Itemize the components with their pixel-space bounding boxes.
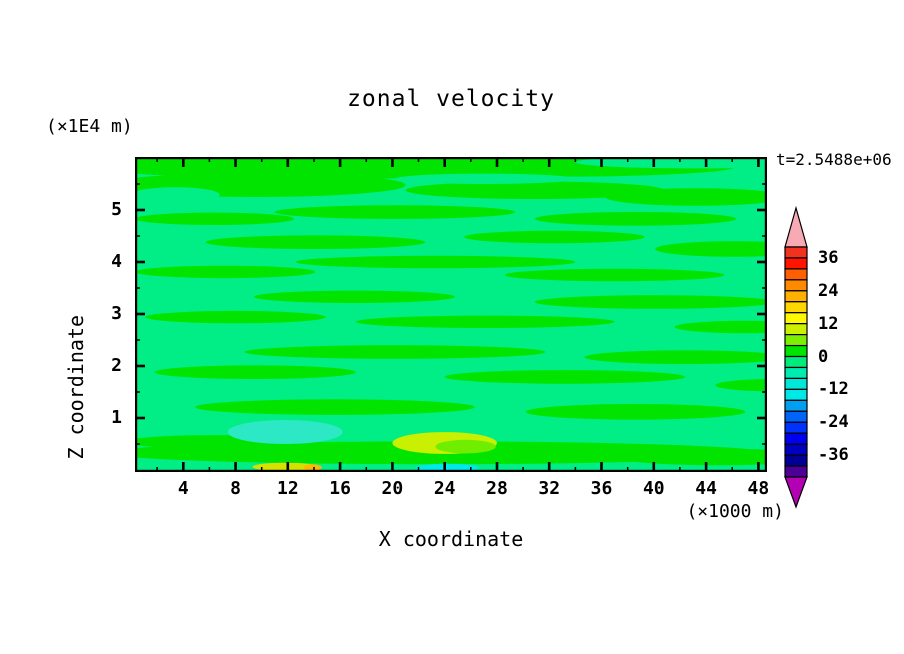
x-tick-label: 16 bbox=[329, 478, 351, 499]
colorbar-graphic bbox=[784, 205, 808, 509]
y-tick-label: 4 bbox=[111, 251, 122, 272]
colorbar-tick-label: 0 bbox=[818, 346, 829, 367]
y-tick-label: 5 bbox=[111, 199, 122, 220]
x-tick-label: 48 bbox=[747, 478, 770, 499]
x-axis-title: X coordinate bbox=[378, 527, 524, 551]
x-tick-label: 32 bbox=[538, 478, 561, 499]
y-tick-label: 3 bbox=[111, 303, 122, 324]
y-axis-unit: (×1E4 m) bbox=[46, 116, 133, 137]
x-tick-label: 4 bbox=[177, 478, 189, 499]
x-tick-label: 40 bbox=[642, 478, 665, 499]
contour-field bbox=[134, 156, 768, 473]
plot-title: zonal velocity bbox=[347, 86, 555, 112]
colorbar-tick-label: -12 bbox=[818, 379, 849, 400]
colorbar-tick-label: -36 bbox=[818, 445, 849, 466]
x-tick-label: 28 bbox=[486, 478, 508, 499]
colorbar-tick-label: -24 bbox=[818, 412, 849, 433]
x-tick-label: 12 bbox=[276, 478, 299, 499]
x-tick-label: 20 bbox=[381, 478, 404, 499]
time-stamp-label: t=2.5488e+06 bbox=[776, 150, 892, 169]
colorbar-tick-label: 12 bbox=[818, 313, 839, 334]
x-axis-unit: (×1000 m) bbox=[686, 501, 784, 522]
x-tick-label: 36 bbox=[590, 478, 613, 499]
colorbar-tick-label: 24 bbox=[818, 280, 839, 301]
x-tick-label: 24 bbox=[433, 478, 456, 499]
colorbar bbox=[779, 205, 813, 510]
x-tick-label: 44 bbox=[695, 478, 717, 499]
y-tick-label: 2 bbox=[111, 355, 122, 376]
contour-plot bbox=[134, 156, 768, 473]
colorbar-tick-label: 36 bbox=[818, 247, 839, 268]
y-tick-label: 1 bbox=[111, 407, 122, 428]
x-tick-label: 8 bbox=[230, 478, 241, 499]
